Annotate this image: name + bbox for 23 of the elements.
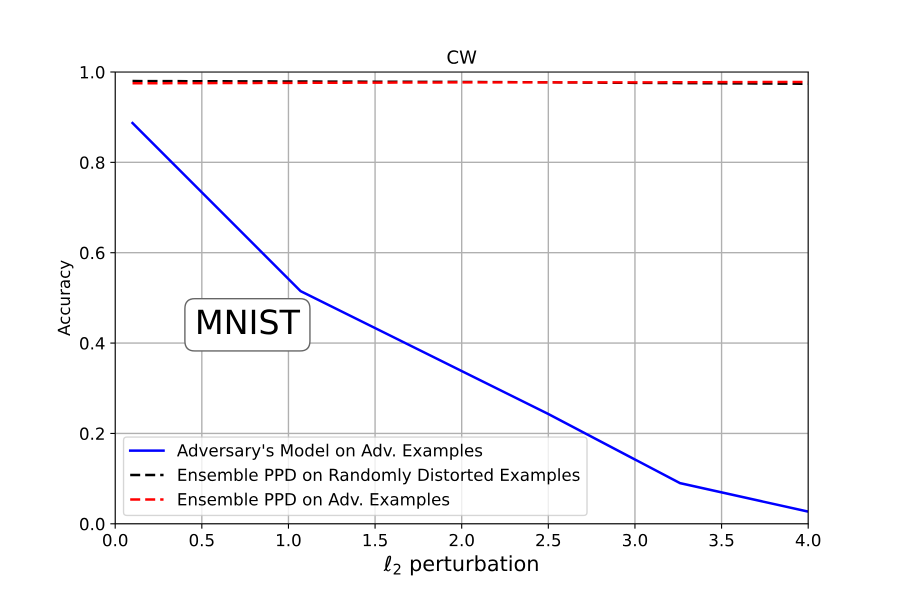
legend-label: Ensemble PPD on Randomly Distorted Examples — [178, 468, 580, 484]
y-tick-label: 0.0 — [80, 518, 104, 530]
y-tick-label: 0.8 — [80, 156, 104, 169]
y-tick-label: 1.0 — [80, 66, 104, 79]
x-tick-label: 3.5 — [710, 534, 734, 546]
x-tick-label: 0.0 — [103, 534, 128, 546]
x-tick-label: 0.5 — [190, 534, 214, 546]
x-tick-label: 3.0 — [622, 534, 648, 546]
y-tick-label: 0.6 — [80, 246, 104, 260]
x-tick-label: 2.0 — [450, 534, 474, 546]
line-series — [131, 122, 808, 513]
x-tick-label: 2.5 — [536, 534, 560, 546]
x-axis-title: ℓ$_{2}$ perturbation — [383, 555, 538, 576]
x-tick-label: 1.0 — [277, 534, 301, 546]
annotation: MNIST — [198, 309, 300, 335]
y-tick-label: 0.2 — [80, 427, 104, 440]
y-tick-label: 0.4 — [80, 337, 105, 350]
y-axis-title: Accuracy — [58, 260, 74, 336]
legend-label: Adversary's Model on Adv. Examples — [176, 444, 482, 460]
chart-title: CW — [447, 50, 476, 64]
x-tick-label: 1.5 — [364, 534, 387, 546]
legend-label: Ensemble PPD on Adv. Examples — [178, 492, 450, 509]
x-tick-label: 4.0 — [796, 534, 820, 546]
